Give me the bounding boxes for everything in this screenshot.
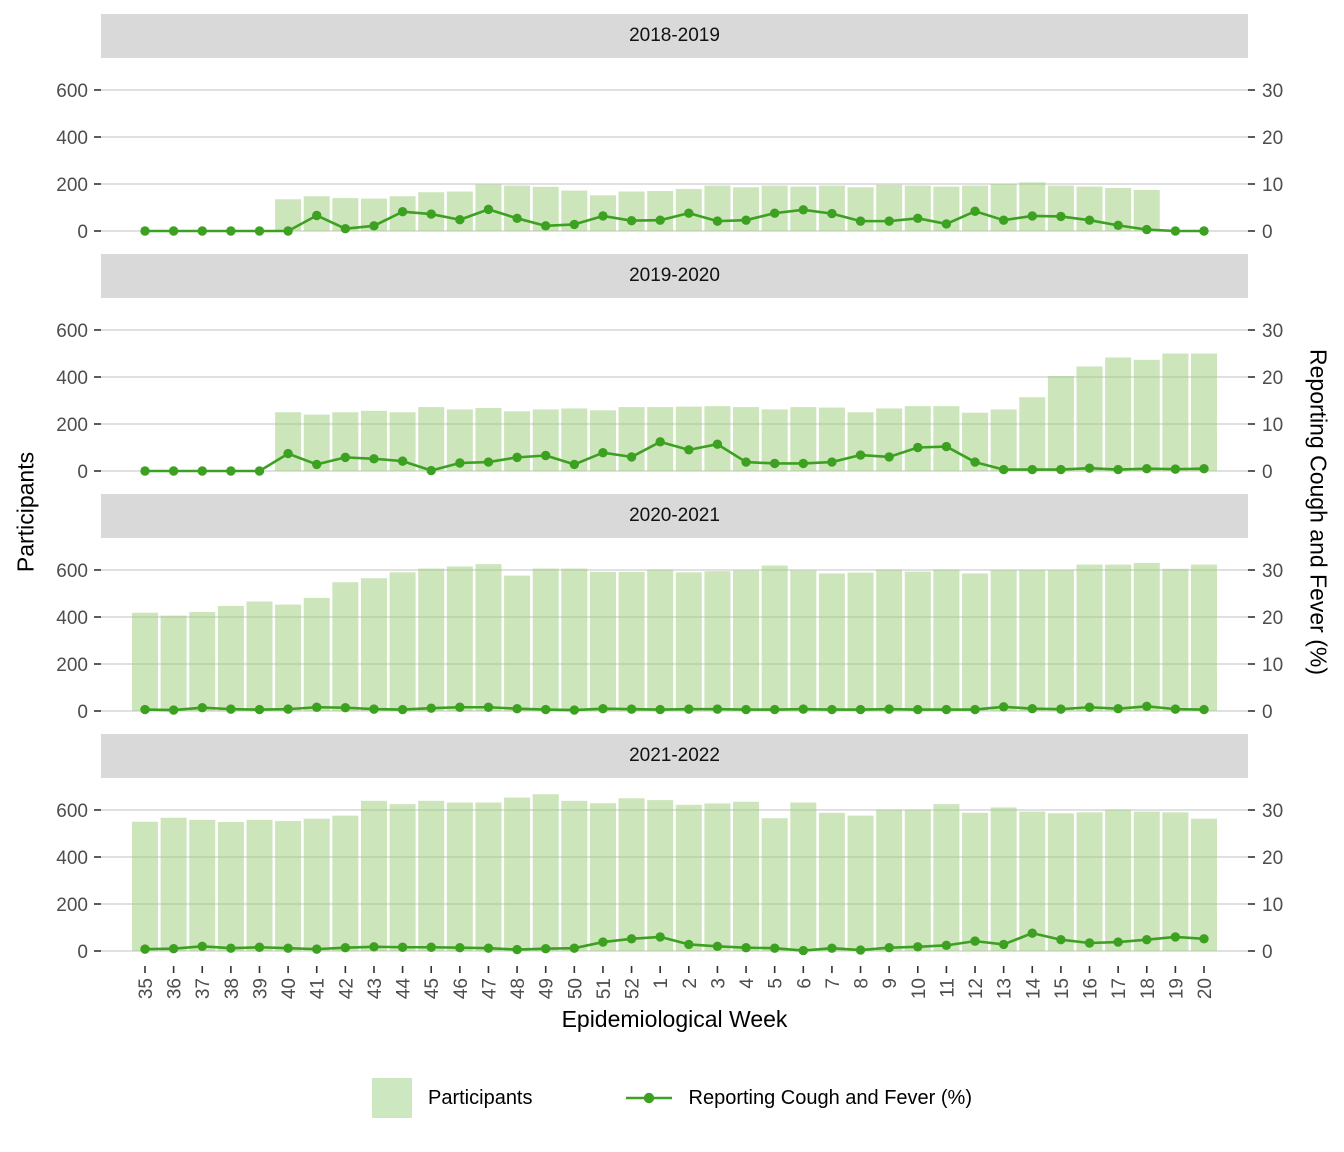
svg-text:46: 46 bbox=[451, 978, 472, 999]
svg-text:0: 0 bbox=[77, 942, 88, 963]
svg-text:19: 19 bbox=[1166, 978, 1187, 999]
svg-text:0: 0 bbox=[1262, 222, 1273, 243]
svg-text:42: 42 bbox=[336, 978, 357, 999]
facet-strip-2019-2020: 2019-2020 bbox=[101, 254, 1248, 298]
svg-text:52: 52 bbox=[623, 978, 644, 999]
legend-label-participants: Participants bbox=[428, 1086, 533, 1109]
svg-text:10: 10 bbox=[1262, 895, 1283, 916]
facet-strip-2021-2022: 2021-2022 bbox=[101, 734, 1248, 778]
svg-text:11: 11 bbox=[937, 978, 958, 998]
facet-title: 2020-2021 bbox=[629, 505, 720, 526]
svg-text:41: 41 bbox=[308, 978, 329, 999]
legend-item-participants: Participants bbox=[372, 1078, 533, 1118]
svg-text:400: 400 bbox=[56, 848, 88, 869]
legend-label-cough-fever: Reporting Cough and Fever (%) bbox=[688, 1086, 972, 1109]
svg-text:6: 6 bbox=[794, 978, 815, 989]
svg-text:10: 10 bbox=[1262, 415, 1283, 436]
svg-text:0: 0 bbox=[1262, 462, 1273, 483]
x-axis-title: Epidemiological Week bbox=[561, 1006, 788, 1032]
svg-text:3: 3 bbox=[708, 978, 729, 989]
svg-text:18: 18 bbox=[1138, 978, 1159, 999]
svg-text:200: 200 bbox=[56, 175, 88, 196]
chart-legend: Participants Reporting Cough and Fever (… bbox=[0, 1072, 1344, 1124]
svg-text:600: 600 bbox=[56, 321, 88, 342]
svg-text:1: 1 bbox=[651, 978, 672, 989]
svg-text:0: 0 bbox=[77, 222, 88, 243]
facet-title: 2021-2022 bbox=[629, 745, 720, 766]
y-axis-title-left: Participants bbox=[12, 451, 39, 573]
svg-text:20: 20 bbox=[1195, 978, 1216, 999]
svg-text:15: 15 bbox=[1052, 978, 1073, 999]
svg-text:10: 10 bbox=[909, 978, 930, 999]
svg-text:49: 49 bbox=[537, 978, 558, 999]
svg-text:36: 36 bbox=[165, 978, 186, 999]
svg-text:7: 7 bbox=[823, 978, 844, 989]
svg-text:400: 400 bbox=[56, 128, 88, 149]
svg-text:50: 50 bbox=[565, 978, 586, 999]
svg-text:44: 44 bbox=[394, 978, 415, 1000]
facet-title: 2019-2020 bbox=[629, 265, 720, 286]
svg-text:35: 35 bbox=[136, 978, 157, 999]
svg-text:38: 38 bbox=[222, 978, 243, 999]
bar-swatch-icon bbox=[372, 1078, 412, 1118]
svg-text:20: 20 bbox=[1262, 848, 1283, 869]
svg-text:9: 9 bbox=[880, 978, 901, 989]
svg-text:30: 30 bbox=[1262, 321, 1283, 342]
svg-text:39: 39 bbox=[250, 978, 271, 999]
facet-title: 2018-2019 bbox=[629, 25, 720, 46]
svg-text:16: 16 bbox=[1081, 978, 1102, 999]
svg-text:12: 12 bbox=[966, 978, 987, 999]
svg-text:20: 20 bbox=[1262, 128, 1283, 149]
svg-text:0: 0 bbox=[1262, 942, 1273, 963]
svg-text:200: 200 bbox=[56, 895, 88, 916]
svg-text:48: 48 bbox=[508, 978, 529, 999]
svg-text:30: 30 bbox=[1262, 801, 1283, 822]
svg-text:40: 40 bbox=[279, 978, 300, 999]
svg-text:13: 13 bbox=[995, 978, 1016, 999]
y-axis-title-right: Reporting Cough and Fever (%) bbox=[1305, 349, 1332, 675]
svg-text:10: 10 bbox=[1262, 655, 1283, 676]
svg-text:0: 0 bbox=[77, 702, 88, 723]
svg-text:51: 51 bbox=[594, 978, 615, 999]
svg-text:600: 600 bbox=[56, 81, 88, 102]
svg-text:0: 0 bbox=[77, 462, 88, 483]
facet-strip-2018-2019: 2018-2019 bbox=[101, 14, 1248, 58]
svg-text:30: 30 bbox=[1262, 81, 1283, 102]
svg-text:600: 600 bbox=[56, 801, 88, 822]
svg-text:4: 4 bbox=[737, 978, 758, 989]
svg-text:5: 5 bbox=[766, 978, 787, 989]
line-point-key-icon bbox=[625, 1092, 672, 1104]
svg-text:43: 43 bbox=[365, 978, 386, 999]
svg-text:10: 10 bbox=[1262, 175, 1283, 196]
svg-text:400: 400 bbox=[56, 608, 88, 629]
svg-text:8: 8 bbox=[852, 978, 873, 989]
svg-text:600: 600 bbox=[56, 561, 88, 582]
svg-text:17: 17 bbox=[1109, 978, 1130, 999]
svg-text:2: 2 bbox=[680, 978, 701, 989]
svg-text:400: 400 bbox=[56, 368, 88, 389]
legend-item-cough-fever: Reporting Cough and Fever (%) bbox=[625, 1087, 972, 1110]
svg-text:200: 200 bbox=[56, 655, 88, 676]
svg-text:200: 200 bbox=[56, 415, 88, 436]
facet-strip-2020-2021: 2020-2021 bbox=[101, 494, 1248, 538]
svg-text:30: 30 bbox=[1262, 561, 1283, 582]
svg-text:20: 20 bbox=[1262, 608, 1283, 629]
svg-text:45: 45 bbox=[422, 978, 443, 999]
svg-text:14: 14 bbox=[1023, 978, 1044, 1000]
svg-text:0: 0 bbox=[1262, 702, 1273, 723]
svg-text:37: 37 bbox=[193, 978, 214, 999]
svg-text:47: 47 bbox=[479, 978, 500, 999]
svg-text:20: 20 bbox=[1262, 368, 1283, 389]
